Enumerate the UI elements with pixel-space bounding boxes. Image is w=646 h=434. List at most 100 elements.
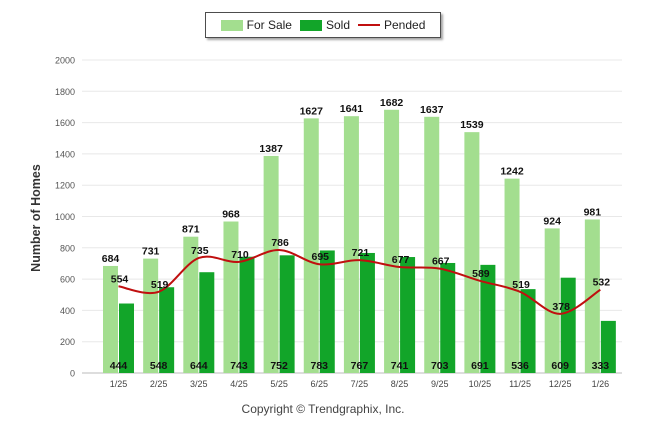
pended-value-label: 721 xyxy=(352,247,370,259)
pended-value-label: 532 xyxy=(593,277,611,289)
for-sale-value-label: 924 xyxy=(543,215,561,227)
legend-item-pended[interactable]: Pended xyxy=(358,18,425,32)
pended-value-label: 735 xyxy=(191,245,209,257)
y-tick-label: 0 xyxy=(70,369,75,379)
pended-value-label: 378 xyxy=(552,301,570,313)
for-sale-value-label: 1242 xyxy=(500,166,524,178)
sold-bar xyxy=(279,255,295,373)
copyright-text: Copyright © Trendgraphix, Inc. xyxy=(241,402,405,416)
for-sale-value-label: 1627 xyxy=(300,105,324,117)
x-tick-label: 11/25 xyxy=(509,379,531,389)
legend-item-for-sale[interactable]: For Sale xyxy=(220,18,292,32)
pended-line-swatch-icon xyxy=(358,24,380,26)
legend-label-pended: Pended xyxy=(384,18,426,32)
for-sale-value-label: 968 xyxy=(222,209,240,221)
for-sale-bar xyxy=(384,109,400,373)
for-sale-bar xyxy=(143,258,159,373)
for-sale-value-label: 1682 xyxy=(380,97,404,109)
x-tick-label: 3/25 xyxy=(190,379,208,389)
for-sale-bar xyxy=(464,132,480,373)
sold-value-label: 444 xyxy=(110,360,128,372)
for-sale-value-label: 981 xyxy=(584,206,602,218)
y-tick-label: 600 xyxy=(60,275,75,285)
pended-value-label: 519 xyxy=(151,279,169,291)
sold-value-label: 741 xyxy=(391,360,409,372)
for-sale-bar xyxy=(103,265,118,373)
legend-item-sold[interactable]: Sold xyxy=(299,18,350,32)
sold-value-label: 644 xyxy=(190,360,208,372)
sold-bar xyxy=(159,287,175,373)
y-tick-label: 2000 xyxy=(55,56,75,66)
pended-value-label: 677 xyxy=(392,254,410,266)
x-tick-label: 7/25 xyxy=(351,379,369,389)
sold-bar xyxy=(480,264,496,373)
sold-value-label: 752 xyxy=(270,360,288,372)
x-tick-label: 5/25 xyxy=(270,379,288,389)
sold-swatch-icon xyxy=(299,19,322,31)
sold-value-label: 548 xyxy=(150,360,168,372)
sold-value-label: 333 xyxy=(592,360,610,372)
sold-bar xyxy=(440,262,456,373)
pended-value-label: 519 xyxy=(512,279,530,291)
y-tick-label: 200 xyxy=(60,337,75,347)
for-sale-value-label: 1641 xyxy=(340,103,364,115)
x-tick-label: 2/25 xyxy=(150,379,168,389)
for-sale-value-label: 684 xyxy=(102,253,120,265)
sold-bar xyxy=(319,250,335,373)
sold-value-label: 536 xyxy=(511,360,529,372)
for-sale-bar xyxy=(343,116,359,373)
pended-value-label: 667 xyxy=(432,256,450,268)
sold-bar xyxy=(359,252,375,373)
sold-bar xyxy=(600,320,616,373)
pended-value-label: 589 xyxy=(472,268,490,280)
y-tick-label: 800 xyxy=(60,243,75,253)
sold-bar xyxy=(400,257,416,373)
chart-legend: For Sale Sold Pended xyxy=(205,12,441,38)
sold-bar xyxy=(199,272,215,373)
x-tick-label: 4/25 xyxy=(230,379,248,389)
for-sale-bar xyxy=(424,116,440,373)
sold-value-label: 783 xyxy=(311,360,329,372)
pended-value-label: 554 xyxy=(111,273,129,285)
for-sale-bar xyxy=(544,228,560,373)
for-sale-bar xyxy=(263,155,279,373)
y-tick-label: 1000 xyxy=(55,212,75,222)
legend-label-sold: Sold xyxy=(325,18,350,32)
sold-value-label: 743 xyxy=(230,360,248,372)
sold-bar xyxy=(560,277,576,373)
sold-bar xyxy=(239,256,255,373)
y-tick-label: 1800 xyxy=(55,87,75,97)
for-sale-bar xyxy=(303,118,319,373)
for-sale-value-label: 731 xyxy=(142,246,160,258)
x-tick-label: 1/26 xyxy=(592,379,610,389)
for-sale-value-label: 1387 xyxy=(259,143,283,155)
x-tick-label: 8/25 xyxy=(391,379,409,389)
for-sale-swatch-icon xyxy=(220,19,243,31)
y-tick-label: 400 xyxy=(60,306,75,316)
pended-line xyxy=(118,248,601,315)
y-tick-label: 1200 xyxy=(55,181,75,191)
for-sale-value-label: 1539 xyxy=(460,119,484,131)
pended-value-label: 695 xyxy=(312,251,330,263)
y-tick-label: 1400 xyxy=(55,149,75,159)
for-sale-value-label: 871 xyxy=(182,224,200,236)
y-tick-label: 1600 xyxy=(55,118,75,128)
x-tick-label: 1/25 xyxy=(110,379,128,389)
for-sale-bar xyxy=(223,221,239,373)
pended-value-label: 786 xyxy=(271,237,289,249)
pended-value-label: 710 xyxy=(231,249,249,261)
sold-value-label: 691 xyxy=(471,360,489,372)
sold-value-label: 767 xyxy=(351,360,369,372)
sold-bar xyxy=(119,303,134,373)
sold-bar xyxy=(520,289,536,373)
for-sale-bar xyxy=(183,236,199,373)
x-tick-label: 6/25 xyxy=(311,379,329,389)
sold-value-label: 609 xyxy=(551,360,569,372)
for-sale-bar xyxy=(504,178,520,373)
x-tick-label: 9/25 xyxy=(431,379,449,389)
for-sale-value-label: 1637 xyxy=(420,104,444,116)
x-tick-label: 10/25 xyxy=(469,379,492,389)
x-tick-label: 12/25 xyxy=(549,379,572,389)
sold-value-label: 703 xyxy=(431,360,449,372)
